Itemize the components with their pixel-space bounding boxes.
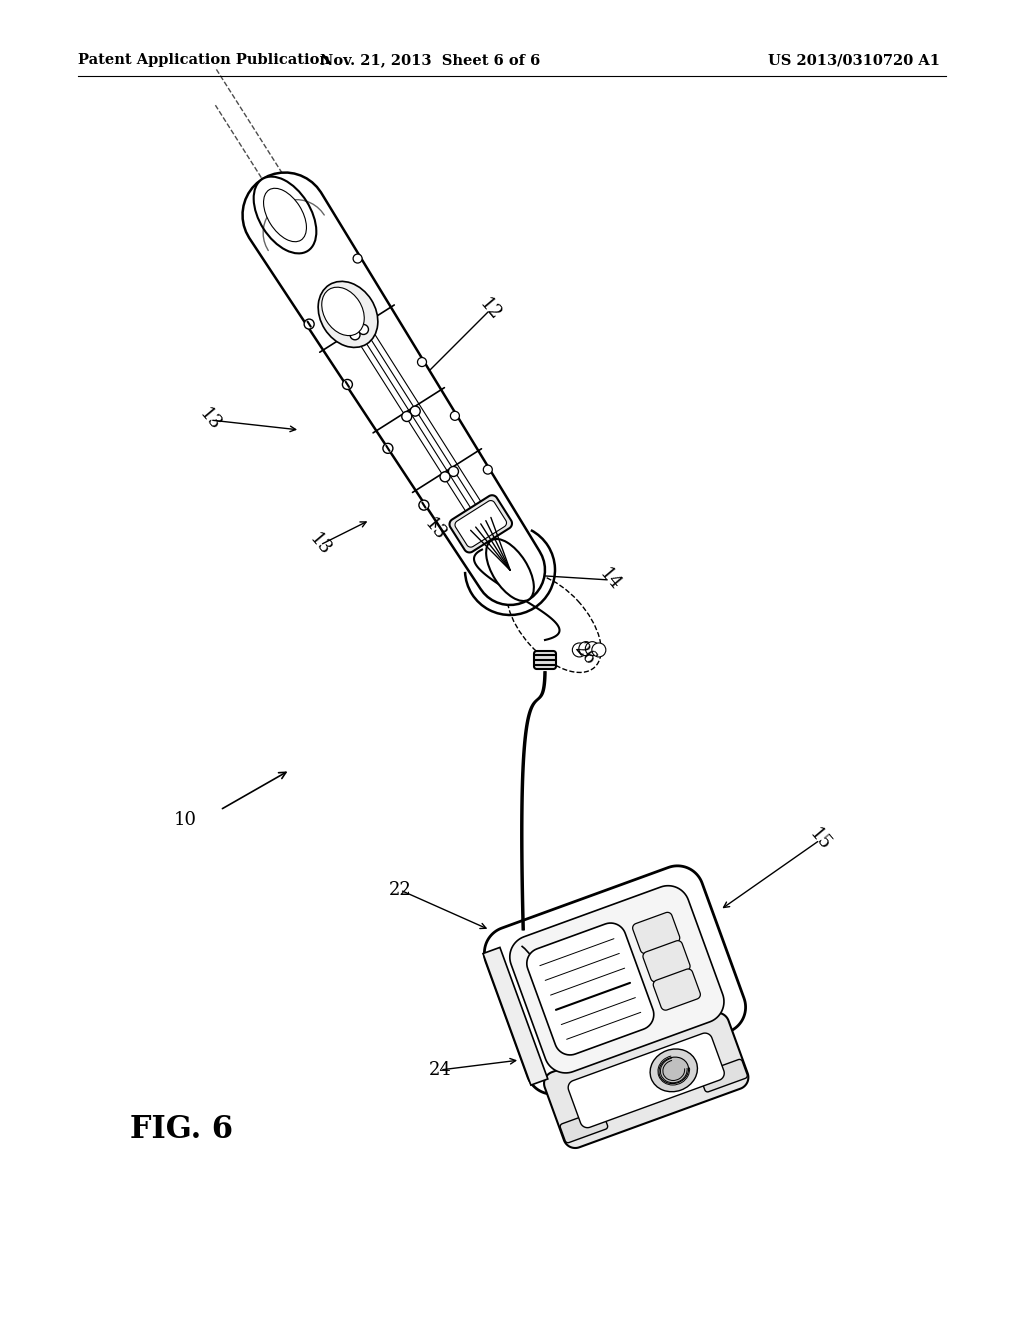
Ellipse shape <box>263 189 306 242</box>
Text: 13: 13 <box>196 405 224 434</box>
Circle shape <box>579 642 593 656</box>
Text: 13: 13 <box>421 515 450 545</box>
Ellipse shape <box>486 539 534 601</box>
Circle shape <box>353 253 362 263</box>
Circle shape <box>304 319 314 329</box>
Polygon shape <box>560 1110 607 1143</box>
Text: 24: 24 <box>429 1061 452 1078</box>
Text: 15: 15 <box>806 825 835 854</box>
Ellipse shape <box>318 281 378 347</box>
Polygon shape <box>484 866 745 1094</box>
Text: Patent Application Publication: Patent Application Publication <box>78 53 330 67</box>
Circle shape <box>449 466 459 477</box>
Circle shape <box>483 465 493 474</box>
Polygon shape <box>483 948 548 1085</box>
Circle shape <box>572 643 587 657</box>
Circle shape <box>419 500 429 510</box>
Circle shape <box>411 407 420 416</box>
Ellipse shape <box>507 574 601 672</box>
Circle shape <box>342 379 352 389</box>
Text: 26: 26 <box>570 640 599 669</box>
Ellipse shape <box>659 1057 688 1084</box>
Polygon shape <box>699 1060 748 1092</box>
Circle shape <box>350 330 360 339</box>
Circle shape <box>592 643 606 657</box>
Polygon shape <box>243 173 545 605</box>
Circle shape <box>401 412 412 421</box>
Circle shape <box>418 358 427 367</box>
Circle shape <box>383 444 393 453</box>
Text: Nov. 21, 2013  Sheet 6 of 6: Nov. 21, 2013 Sheet 6 of 6 <box>319 53 540 67</box>
Ellipse shape <box>322 288 365 335</box>
Circle shape <box>451 412 460 420</box>
Text: 13: 13 <box>306 531 334 560</box>
Polygon shape <box>568 1034 724 1127</box>
Text: 12: 12 <box>476 296 504 325</box>
Text: 14: 14 <box>596 565 625 594</box>
Circle shape <box>358 325 369 334</box>
Polygon shape <box>633 912 680 953</box>
Ellipse shape <box>254 177 316 253</box>
Polygon shape <box>534 651 556 669</box>
Polygon shape <box>455 500 507 546</box>
Circle shape <box>586 642 599 656</box>
Polygon shape <box>643 941 690 982</box>
Circle shape <box>440 471 450 482</box>
Polygon shape <box>544 1012 749 1148</box>
Text: US 2013/0310720 A1: US 2013/0310720 A1 <box>768 53 940 67</box>
Polygon shape <box>653 969 700 1010</box>
Ellipse shape <box>650 1049 697 1092</box>
Text: 22: 22 <box>389 880 412 899</box>
Polygon shape <box>510 886 724 1073</box>
Polygon shape <box>450 495 512 553</box>
Text: FIG. 6: FIG. 6 <box>130 1114 233 1146</box>
Text: 10: 10 <box>173 810 197 829</box>
Polygon shape <box>526 923 653 1055</box>
